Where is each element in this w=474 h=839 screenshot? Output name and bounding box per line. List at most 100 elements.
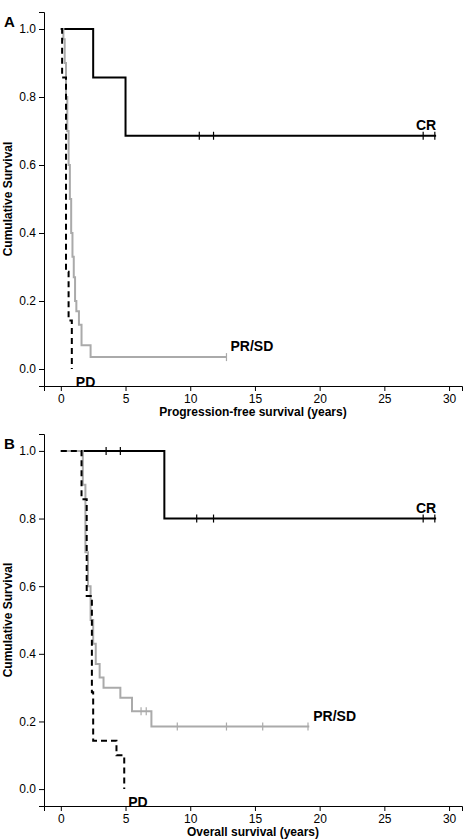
series-label: PR/SD	[230, 338, 273, 354]
y-axis-title: Cumulative Survival	[1, 563, 15, 678]
panel-title: A	[4, 13, 15, 30]
y-tick: 0.0	[19, 362, 44, 376]
x-tick: 25	[378, 806, 392, 826]
y-tick-label: 0.0	[19, 362, 36, 376]
series-label: CR	[416, 500, 436, 516]
x-tick: 30	[443, 386, 457, 406]
series-label: PD	[128, 794, 147, 810]
x-tick-mark	[190, 386, 191, 391]
y-tick: 0.0	[19, 782, 44, 796]
x-tick-mark	[190, 806, 191, 811]
censor-mark	[120, 447, 121, 455]
x-tick: 0	[58, 386, 65, 406]
x-tick-mark	[61, 806, 62, 811]
y-tick-mark	[39, 165, 44, 166]
x-tick-label: 0	[58, 812, 65, 826]
x-tick: 15	[249, 806, 263, 826]
x-tick-mark	[449, 806, 450, 811]
y-tick-mark	[39, 586, 44, 587]
y-tick-mark	[39, 301, 44, 302]
panel-title: B	[4, 435, 15, 452]
x-tick-mark	[255, 806, 256, 811]
censor-mark	[423, 515, 424, 523]
censor-mark	[434, 132, 435, 140]
x-tick: 10	[184, 806, 198, 826]
x-tick: 30	[443, 806, 457, 826]
x-tick-label: 10	[184, 812, 198, 826]
x-tick-label: 0	[58, 392, 65, 406]
x-tick: 15	[249, 386, 263, 406]
y-axis-line	[39, 435, 45, 807]
y-tick-mark	[39, 29, 44, 30]
censor-mark	[226, 723, 227, 731]
y-axis: 0.0 0.2 0.4 0.6 0.8 1.0	[19, 435, 44, 807]
censor-mark	[423, 132, 424, 140]
x-axis-title: Progression-free survival (years)	[159, 405, 346, 419]
x-tick-label: 5	[123, 392, 130, 406]
plot-area	[61, 447, 436, 789]
x-tick-mark	[255, 386, 256, 391]
censor-mark	[140, 707, 141, 715]
y-axis-line	[39, 13, 45, 387]
x-tick-mark	[61, 386, 62, 391]
x-tick: 10	[184, 386, 198, 406]
censor-mark	[146, 707, 147, 715]
figure: 0 5 10 15 20 25 30 0.0 0.2 0.4 0.6 0.8 1.0 CR PR/SD PD A…	[0, 0, 474, 839]
x-axis-line	[45, 807, 463, 812]
x-axis: 0 5 10 15 20 25 30	[45, 386, 463, 406]
x-tick-label: 10	[184, 392, 198, 406]
y-tick-label: 0.2	[19, 715, 36, 729]
censor-mark	[213, 132, 214, 140]
x-axis-line	[45, 387, 463, 392]
survival-curve	[61, 29, 436, 136]
x-tick: 0	[58, 806, 65, 826]
x-tick-label: 25	[378, 392, 392, 406]
y-axis: 0.0 0.2 0.4 0.6 0.8 1.0	[19, 13, 44, 387]
y-tick-label: 0.8	[19, 90, 36, 104]
y-tick: 0.8	[19, 512, 44, 526]
y-tick: 0.8	[19, 90, 44, 104]
panel: 0510152025300.00.20.40.60.81.0CRPR/SDPDB…	[1, 435, 463, 839]
series-label: PD	[76, 374, 95, 390]
censor-mark	[307, 723, 308, 731]
x-tick-mark	[126, 386, 127, 391]
survival-curve	[61, 451, 309, 727]
censor-mark	[262, 723, 263, 731]
y-tick-mark	[39, 721, 44, 722]
x-tick-label: 15	[249, 392, 263, 406]
survival-curve	[61, 451, 124, 789]
y-tick-label: 1.0	[19, 22, 36, 36]
y-tick-label: 0.4	[19, 647, 36, 661]
y-tick-label: 0.0	[19, 782, 36, 796]
y-tick: 1.0	[19, 22, 44, 36]
x-tick-mark	[320, 806, 321, 811]
y-tick-mark	[39, 233, 44, 234]
y-tick: 0.6	[19, 580, 44, 594]
censor-mark	[106, 447, 107, 455]
censor-mark	[213, 515, 214, 523]
x-tick-mark	[320, 386, 321, 391]
x-tick: 25	[378, 386, 392, 406]
y-tick: 0.6	[19, 158, 44, 172]
y-tick-mark	[39, 654, 44, 655]
y-tick-mark	[39, 451, 44, 452]
censor-mark	[226, 353, 227, 361]
y-tick-label: 0.8	[19, 512, 36, 526]
y-tick: 1.0	[19, 444, 44, 458]
x-tick-label: 20	[313, 812, 327, 826]
x-tick-label: 20	[313, 392, 327, 406]
x-tick: 5	[123, 386, 130, 406]
y-tick-label: 0.6	[19, 158, 36, 172]
y-tick: 0.2	[19, 294, 44, 308]
x-tick-mark	[384, 386, 385, 391]
x-tick-mark	[449, 386, 450, 391]
censor-mark	[177, 723, 178, 731]
y-tick: 0.2	[19, 715, 44, 729]
survival-curve	[61, 451, 436, 519]
x-tick-label: 5	[123, 812, 130, 826]
y-tick-mark	[39, 97, 44, 98]
censor-mark	[196, 515, 197, 523]
y-axis-title: Cumulative Survival	[1, 142, 15, 257]
y-tick-mark	[39, 789, 44, 790]
y-tick: 0.4	[19, 226, 44, 240]
